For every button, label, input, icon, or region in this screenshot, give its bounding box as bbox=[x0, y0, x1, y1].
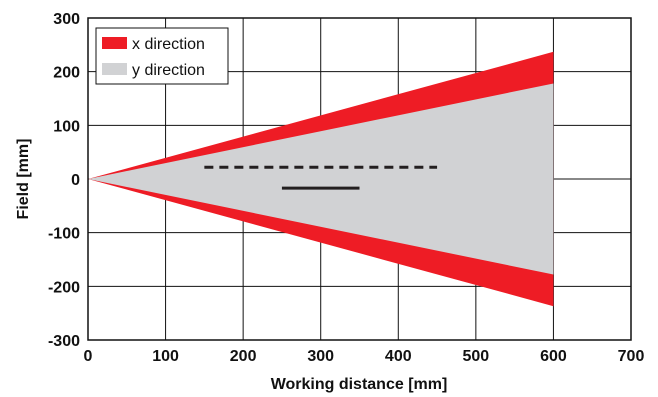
x-tick-label: 200 bbox=[230, 348, 257, 365]
y-tick-label: -100 bbox=[48, 226, 80, 243]
plot-frame bbox=[87, 17, 632, 341]
legend: x direction y direction bbox=[95, 27, 229, 85]
y-tick-label: -300 bbox=[48, 333, 80, 350]
x-tick-label: 600 bbox=[540, 348, 567, 365]
legend-swatch-x-direction bbox=[102, 37, 127, 49]
x-tick-label: 300 bbox=[307, 348, 334, 365]
x-tick-label: 400 bbox=[385, 348, 412, 365]
y-tick-label: -200 bbox=[48, 279, 80, 296]
y-tick-label: 0 bbox=[71, 172, 80, 189]
y-tick-labels: 300 200 100 0 -100 -200 -300 bbox=[48, 11, 80, 350]
x-tick-label: 0 bbox=[84, 348, 93, 365]
annotations bbox=[204, 165, 438, 190]
legend-swatch-y-direction bbox=[102, 63, 127, 75]
series-areas bbox=[88, 51, 554, 307]
x-tick-label: 500 bbox=[463, 348, 490, 365]
y-axis-label: Field [mm] bbox=[15, 139, 32, 220]
x-tick-label: 100 bbox=[152, 348, 179, 365]
y-tick-label: 200 bbox=[53, 65, 80, 82]
x-tick-labels: 0 100 200 300 400 500 600 700 bbox=[84, 348, 645, 365]
y-tick-label: 300 bbox=[53, 11, 80, 28]
area-y-direction bbox=[88, 83, 554, 275]
x-axis-label: Working distance [mm] bbox=[271, 376, 448, 393]
x-tick-label: 700 bbox=[618, 348, 645, 365]
legend-label-x-direction: x direction bbox=[132, 36, 205, 53]
y-tick-label: 100 bbox=[53, 118, 80, 135]
legend-label-y-direction: y direction bbox=[132, 62, 205, 79]
